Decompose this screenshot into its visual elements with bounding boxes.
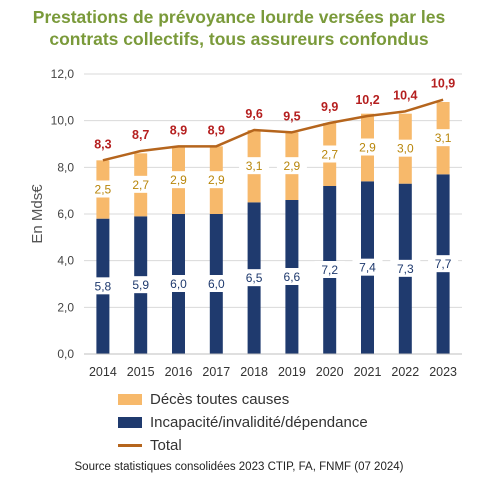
data-label-total-2022: 10,4	[393, 88, 417, 102]
data-label-bg-deces	[239, 157, 270, 175]
data-label-total-2016: 8,9	[170, 123, 187, 137]
legend: Décès toutes causes Incapacité/invalidit…	[118, 388, 368, 457]
data-label-bg-deces	[87, 180, 118, 198]
data-label-bg-deces	[276, 157, 307, 175]
legend-swatch-incapacite	[118, 417, 142, 428]
legend-label-incapacite: Incapacité/invalidité/dépendance	[150, 414, 368, 431]
x-tick-label: 2016	[165, 365, 193, 379]
data-label-bg-incapacite	[163, 275, 194, 292]
data-label-incapacite-2014: 5,8	[95, 279, 112, 293]
data-label-total-2019: 9,5	[283, 109, 300, 123]
data-label-deces-2021: 2,9	[359, 141, 376, 155]
x-tick-label: 2015	[127, 365, 155, 379]
y-tick-label: 4,0	[57, 254, 74, 268]
data-label-deces-2014: 2,5	[95, 183, 112, 197]
data-label-bg-deces	[163, 171, 194, 189]
data-label-deces-2020: 2,7	[321, 148, 338, 162]
data-label-total-2020: 9,9	[321, 100, 338, 114]
data-label-deces-2019: 2,9	[284, 159, 301, 173]
data-label-bg-incapacite	[276, 268, 307, 285]
data-label-bg-deces	[428, 129, 459, 147]
data-label-incapacite-2021: 7,4	[359, 261, 376, 275]
total-line	[102, 98, 444, 162]
legend-item-deces: Décès toutes causes	[118, 388, 368, 411]
source-note: Source statistiques consolidées 2023 CTI…	[74, 461, 404, 473]
data-label-incapacite-2019: 6,6	[284, 270, 301, 284]
y-tick-label: 0,0	[57, 347, 74, 361]
data-label-bg-incapacite	[314, 261, 345, 278]
data-label-deces-2017: 2,9	[208, 173, 225, 187]
data-label-incapacite-2018: 6,5	[246, 271, 263, 285]
data-label-deces-2015: 2,7	[132, 178, 149, 192]
chart-title: Prestations de prévoyance lourde versées…	[32, 7, 446, 49]
data-label-total-2017: 8,9	[208, 123, 225, 137]
y-axis-title: En Mds€	[29, 184, 46, 244]
data-label-bg-incapacite	[428, 255, 459, 273]
y-tick-label: 10,0	[51, 114, 75, 128]
x-tick-label: 2021	[354, 365, 382, 379]
data-label-bg-deces	[352, 138, 383, 156]
data-label-bg-incapacite	[87, 277, 118, 295]
x-tick-label: 2020	[316, 365, 344, 379]
data-label-bg-deces	[314, 145, 345, 163]
y-tick-label: 2,0	[57, 300, 74, 314]
data-label-incapacite-2020: 7,2	[321, 263, 338, 277]
data-label-bg-incapacite	[201, 275, 232, 292]
data-label-incapacite-2015: 5,9	[132, 278, 149, 292]
x-tick-label: 2019	[278, 365, 306, 379]
data-label-bg-incapacite	[239, 269, 270, 287]
data-label-bg-deces	[125, 175, 156, 193]
x-tick-label: 2017	[202, 365, 230, 379]
y-tick-label: 12,0	[51, 67, 75, 81]
legend-label-total: Total	[150, 437, 182, 454]
data-label-total-2014: 8,3	[94, 137, 111, 151]
data-label-bg-incapacite	[125, 276, 156, 294]
data-label-incapacite-2016: 6,0	[170, 277, 187, 291]
legend-item-total: Total	[118, 434, 368, 457]
data-label-deces-2022: 3,0	[397, 142, 414, 156]
x-tick-label: 2018	[240, 365, 268, 379]
x-tick-label: 2022	[391, 365, 419, 379]
x-tick-label: 2014	[89, 365, 117, 379]
data-label-incapacite-2022: 7,3	[397, 262, 414, 276]
y-tick-label: 6,0	[57, 207, 74, 221]
data-label-incapacite-2017: 6,0	[208, 277, 225, 291]
data-label-bg-incapacite	[352, 258, 383, 276]
legend-item-incapacite: Incapacité/invalidité/dépendance	[118, 411, 368, 434]
data-label-incapacite-2023: 7,7	[435, 257, 452, 271]
data-label-bg-deces	[201, 171, 232, 189]
data-label-bg-deces	[390, 139, 421, 157]
legend-swatch-total	[118, 444, 142, 447]
data-label-total-2018: 9,6	[245, 107, 262, 121]
data-label-deces-2016: 2,9	[170, 173, 187, 187]
data-label-bg-incapacite	[390, 259, 421, 277]
data-label-deces-2023: 3,1	[435, 131, 452, 145]
legend-swatch-deces	[118, 394, 142, 405]
legend-label-deces: Décès toutes causes	[150, 391, 290, 408]
data-label-total-2021: 10,2	[355, 93, 379, 107]
y-tick-label: 8,0	[57, 160, 74, 174]
x-tick-label: 2023	[429, 365, 457, 379]
data-label-deces-2018: 3,1	[246, 159, 263, 173]
data-label-total-2015: 8,7	[132, 128, 149, 142]
data-label-total-2023: 10,9	[431, 77, 455, 91]
